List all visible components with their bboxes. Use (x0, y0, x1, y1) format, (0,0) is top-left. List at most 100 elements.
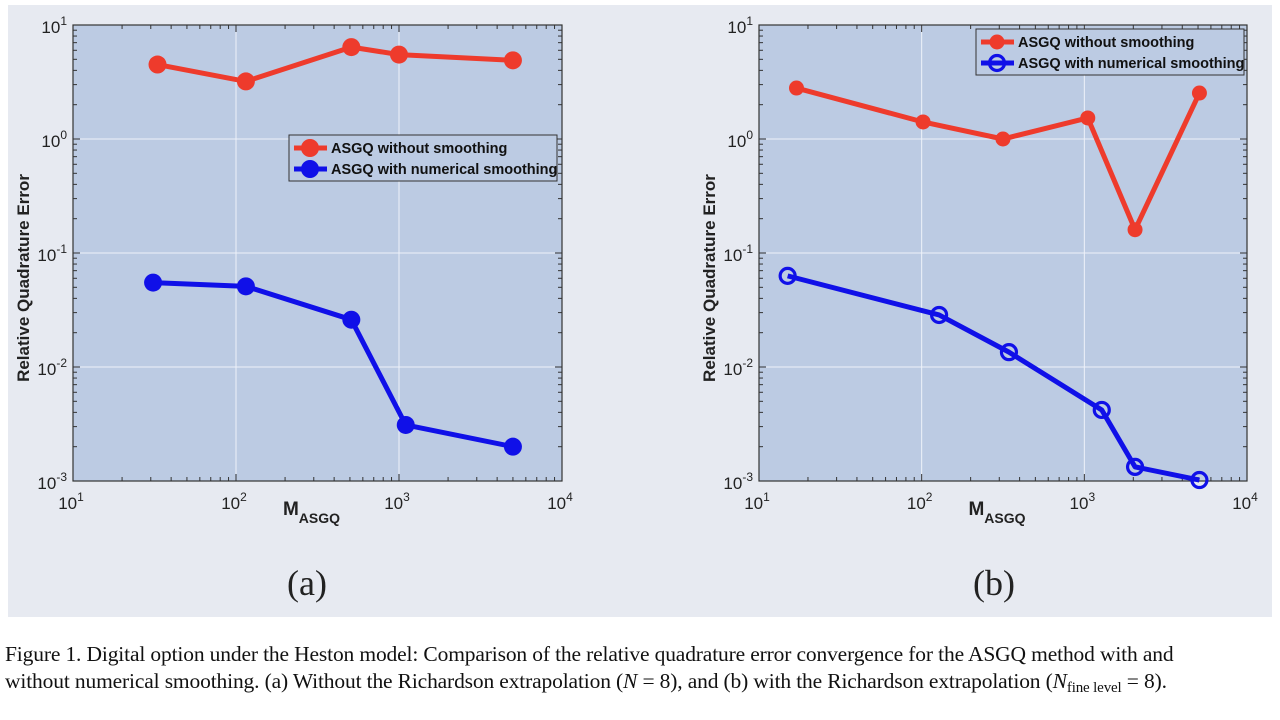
data-point (1127, 222, 1143, 238)
tick-base: 10 (907, 494, 926, 513)
legend-marker (987, 53, 1007, 73)
caption-math-n: N (1052, 669, 1067, 693)
caption-text: = 8). (1121, 669, 1167, 693)
tick-exponent: 1 (746, 14, 753, 28)
legend-marker (301, 160, 319, 178)
chart-a: 101 102 103 10410-310-210-1100101MASGQRelat… (14, 14, 573, 526)
tick-exponent: -3 (742, 470, 753, 484)
tick-exponent: -2 (56, 356, 67, 370)
caption-line-2: without numerical smoothing. (a) Without… (5, 668, 1280, 696)
data-point (503, 51, 522, 70)
data-point (778, 266, 797, 285)
x-axis-label: MASGQ (968, 499, 1025, 526)
tick-base: 10 (384, 494, 403, 513)
tick-base: 10 (37, 246, 56, 265)
legend-label: ASGQ with numerical smoothing (1018, 56, 1244, 72)
tick-exponent: 1 (60, 14, 67, 28)
y-tick-label: 10-1 (37, 242, 67, 265)
tick-exponent: 0 (746, 128, 753, 142)
tick-base: 10 (723, 360, 742, 379)
tick-base: 10 (37, 474, 56, 493)
x-axis-label-main: M (968, 499, 984, 520)
legend: ASGQ without smoothing ASGQ with numerica… (975, 28, 1245, 76)
y-tick-label: 10-2 (723, 356, 753, 379)
tick-base: 10 (37, 360, 56, 379)
tick-base: 10 (1070, 494, 1089, 513)
caption-text: = 8), and (b) with the Richardson extrap… (637, 669, 1053, 693)
data-point (1080, 110, 1096, 126)
y-tick-label: 10-3 (37, 470, 67, 493)
legend-label: ASGQ with numerical smoothing (331, 162, 557, 178)
x-tick-label: 102 (221, 490, 247, 513)
y-tick-label: 100 (41, 128, 67, 151)
data-point (1190, 470, 1209, 490)
legend-marker (989, 34, 1005, 50)
tick-exponent: -1 (742, 242, 753, 256)
charts-canvas: 101 102 103 10410-310-210-1100101MASGQRelat… (14, 14, 1258, 526)
x-tick-label: 103 (384, 490, 410, 513)
plot-frame (758, 24, 1248, 482)
legend-label: ASGQ without smoothing (1018, 35, 1194, 51)
chart-b: 101 102 103 10410-310-210-1100101MASGQRelat… (700, 14, 1258, 526)
x-axis-label-subscript: ASGQ (299, 510, 340, 526)
tick-base: 10 (727, 132, 746, 151)
tick-base: 10 (221, 494, 240, 513)
tick-base: 10 (723, 246, 742, 265)
x-tick-label: 102 (907, 490, 933, 513)
data-point (148, 55, 167, 74)
legend-marker (301, 139, 319, 157)
tick-exponent: -3 (56, 470, 67, 484)
tick-base: 10 (727, 18, 746, 37)
y-tick-label: 101 (41, 14, 67, 37)
tick-base: 10 (547, 494, 566, 513)
data-point (930, 305, 949, 325)
tick-base: 10 (41, 18, 60, 37)
y-tick-label: 10-2 (37, 356, 67, 379)
data-point (995, 131, 1011, 147)
caption-math-subscript: fine level (1066, 680, 1122, 696)
subplot-label-a: (a) (287, 563, 327, 603)
data-point (396, 415, 415, 434)
x-axis-label-main: M (283, 499, 299, 520)
tick-exponent: 3 (403, 490, 410, 504)
tick-exponent: -2 (742, 356, 753, 370)
data-point (236, 277, 255, 296)
data-point (999, 343, 1019, 362)
data-point (1092, 400, 1111, 420)
legend-box (975, 28, 1245, 76)
data-point (1191, 85, 1207, 101)
plot-frame (72, 24, 563, 482)
x-tick-label: 101 (58, 490, 84, 513)
tick-exponent: 1 (763, 490, 770, 504)
tick-exponent: -1 (56, 242, 67, 256)
x-tick-label: 101 (744, 490, 770, 513)
legend-label: ASGQ without smoothing (331, 141, 507, 157)
data-point (503, 437, 522, 456)
y-tick-label: 101 (727, 14, 753, 37)
caption-line-1: Figure 1. Digital option under the Hesto… (5, 642, 1174, 666)
legend: ASGQ without smoothing ASGQ with numerica… (288, 134, 558, 182)
tick-exponent: 4 (566, 490, 573, 504)
data-point (342, 310, 361, 329)
y-tick-label: 10-1 (723, 242, 753, 265)
data-point (144, 273, 163, 292)
x-tick-label: 104 (547, 490, 573, 513)
tick-exponent: 2 (240, 490, 247, 504)
data-point (1125, 457, 1145, 476)
y-axis-label: Relative Quadrature Error (14, 174, 33, 382)
y-axis-label: Relative Quadrature Error (700, 174, 719, 382)
tick-base: 10 (58, 494, 77, 513)
data-point (236, 72, 255, 91)
tick-base: 10 (744, 494, 763, 513)
y-tick-label: 10-3 (723, 470, 753, 493)
series-line (795, 85, 1202, 233)
x-axis-label-subscript: ASGQ (984, 510, 1025, 526)
tick-base: 10 (1232, 494, 1251, 513)
tick-exponent: 2 (926, 490, 933, 504)
tick-base: 10 (723, 474, 742, 493)
subplot-label-b: (b) (973, 563, 1015, 603)
legend-box (288, 134, 558, 182)
data-point (342, 38, 361, 57)
x-axis-label: MASGQ (283, 499, 340, 526)
data-point (390, 45, 408, 64)
